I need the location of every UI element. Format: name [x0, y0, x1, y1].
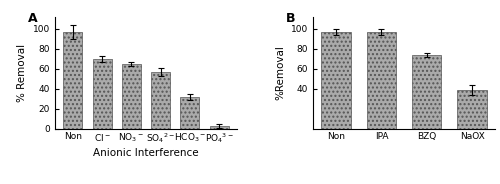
Bar	[322, 32, 351, 129]
Bar	[412, 55, 442, 129]
Bar	[458, 90, 486, 129]
Bar	[92, 59, 112, 129]
Bar	[366, 32, 396, 129]
X-axis label: Anionic Interference: Anionic Interference	[93, 148, 198, 158]
Bar	[180, 97, 200, 129]
Text: B: B	[286, 12, 296, 25]
Bar	[210, 126, 229, 129]
Bar	[151, 72, 170, 129]
Text: A: A	[28, 12, 38, 25]
Bar	[64, 32, 82, 129]
Y-axis label: % Removal: % Removal	[18, 44, 28, 102]
Bar	[122, 64, 141, 129]
Y-axis label: %Removal: %Removal	[276, 45, 285, 100]
